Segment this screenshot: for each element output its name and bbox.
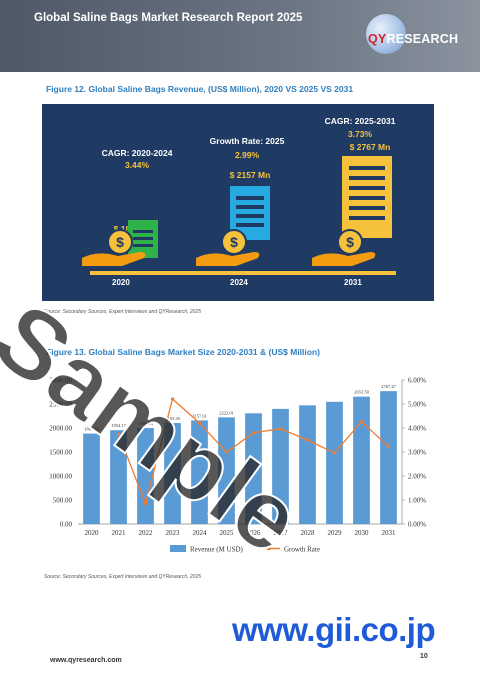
y-left-tick-label: 1500.00 [49,449,72,457]
bar-data-label: 2222.01 [219,410,234,415]
y-left-tick-label: 2500.00 [49,401,72,409]
x-tick-label: 2020 [85,529,100,537]
logo-suffix: RESEARCH [386,32,459,46]
year-2031: 2031 [344,278,362,287]
y-right-tick-label: 5.00% [408,401,426,409]
cagr-2025-2031-label: CAGR: 2025-2031 [324,116,396,126]
figure-13-title: Figure 13. Global Saline Bags Market Siz… [46,347,320,357]
bar-data-label: 1999.33 [138,421,153,426]
x-tick-label: 2031 [382,529,397,537]
revenue-bar [164,423,181,524]
x-tick-label: 2022 [139,529,154,537]
y-left-tick-label: 500.00 [53,497,73,505]
revenue-bar [272,408,289,524]
y-left-tick-label: 0.00 [60,521,73,529]
bar-data-label: 2653.50 [354,390,369,395]
report-header: Global Saline Bags Market Research Repor… [0,0,480,72]
y-right-tick-label: 0.00% [408,521,426,529]
document-icon-2031 [342,156,392,238]
revenue-bar [110,430,127,524]
coin-hand-icon-2024: $ [196,229,260,266]
bar-data-label: 1954.17 [111,423,126,428]
legend-swatch-revenue [170,545,186,552]
bar-data-label: 2103.39 [165,416,180,421]
y-right-tick-label: 3.00% [408,449,426,457]
figure-12-title: Figure 12. Global Saline Bags Revenue, (… [46,84,354,94]
y-right-tick-label: 6.00% [408,377,426,385]
page-number: 10 [420,653,428,660]
revenue-bar [137,428,154,524]
revenue-infographic: CAGR: 2020-2024 3.44% Growth Rate: 2025 … [42,104,434,301]
legend-marker-growth [267,546,271,551]
revenue-bar [218,417,235,524]
report-title: Global Saline Bags Market Research Repor… [34,12,303,24]
bar-data-label: 2767.47 [381,384,396,389]
cagr-2020-2024-label: CAGR: 2020-2024 [101,148,173,158]
revenue-bar [326,401,343,524]
x-tick-label: 2024 [193,529,208,537]
growth-rate-point [278,427,283,431]
bar-data-label: 1883.59 [84,427,99,432]
document-icon-2020 [128,220,158,258]
value-2024: $ 2157 Mn [229,170,271,180]
globe-icon [366,14,406,54]
growth-rate-point [116,432,121,436]
year-2020: 2020 [112,278,130,287]
revenue-bar [191,420,208,524]
growth-rate-label: Growth Rate: 2025 [209,136,285,146]
growth-rate-point [143,502,148,506]
x-tick-label: 2030 [355,529,370,537]
growth-rate-point [332,451,337,455]
legend-label-revenue: Revenue (M USD) [190,546,244,554]
revenue-bar [380,391,397,524]
figure-13-source: Source: Secondary Sources, Expert Interv… [44,574,202,580]
growth-rate-point [197,421,202,425]
x-tick-label: 2029 [328,529,343,537]
growth-rate-point [386,444,391,448]
bar-data-label: 2157.61 [192,413,207,418]
growth-rate-point [251,431,256,435]
svg-text:$: $ [230,234,238,250]
coin-hand-icon-2031: $ [312,229,376,266]
revenue-bar [299,405,316,524]
x-tick-label: 2023 [166,529,181,537]
y-left-tick-label: 3000.00 [49,377,72,385]
y-right-tick-label: 2.00% [408,473,426,481]
y-left-tick-label: 1000.00 [49,473,72,481]
x-tick-label: 2028 [301,529,316,537]
logo-prefix: QY [368,32,387,46]
x-tick-label: 2025 [220,529,235,537]
footer-url: www.qyresearch.com [50,657,122,664]
legend-label-growth: Growth Rate [284,546,320,554]
x-tick-label: 2027 [274,529,289,537]
infographic-baseline [90,271,396,275]
growth-rate-point [224,450,229,454]
year-2024: 2024 [230,278,248,287]
y-left-tick-label: 2000.00 [49,425,72,433]
growth-rate-value: 2.99% [234,150,260,160]
svg-text:$: $ [346,234,354,250]
revenue-bar [245,413,262,524]
y-right-tick-label: 4.00% [408,425,426,433]
qyresearch-logo: QYRESEARCH [360,12,460,58]
growth-rate-point [305,438,310,442]
growth-rate-point [359,420,364,424]
cagr-2020-2024-value: 3.44% [124,160,150,170]
revenue-bar [353,396,370,524]
growth-rate-point [170,397,175,401]
figure-12-source: Source: Secondary Sources, Expert Interv… [44,309,202,315]
cagr-2025-2031-value: 3.73% [347,129,373,139]
market-size-chart: 0.00 500.00 1000.00 1500.00 2000.00 2500.00 30… [49,377,426,554]
gii-overlay-text: www.gii.co.jp [232,611,436,648]
revenue-bar [83,433,100,524]
svg-text:$: $ [116,234,124,250]
x-tick-label: 2026 [247,529,262,537]
value-2031: $ 2767 Mn [349,142,391,152]
x-tick-label: 2021 [112,529,127,537]
coin-hand-icon-2020: $ [82,229,146,266]
y-right-tick-label: 1.00% [408,497,426,505]
